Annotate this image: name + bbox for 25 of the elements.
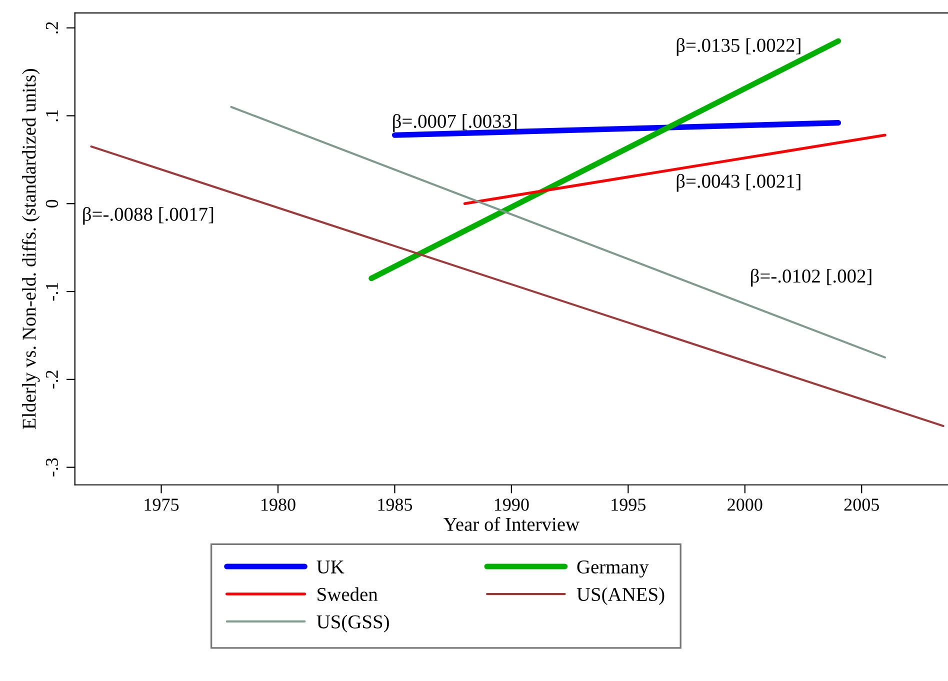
annotation: β=-.0102 [.002] xyxy=(751,268,872,287)
legend-label: UK xyxy=(316,560,344,574)
x-axis-title: Year of Interview xyxy=(444,517,580,531)
x-tick-label: 1980 xyxy=(262,498,296,511)
y-tick-label: .1 xyxy=(46,110,58,122)
x-tick-label: 2000 xyxy=(728,498,762,511)
legend-label: Germany xyxy=(577,560,649,578)
x-tick-label: 1985 xyxy=(378,498,412,511)
y-axis-title: Elderly vs. Non-eld. diffs. (standardized units) xyxy=(22,69,40,430)
y-tick-label: -.1 xyxy=(46,282,58,301)
legend-label: Sweden xyxy=(318,587,378,601)
annotation: β=-.0088 [.0017] xyxy=(83,206,214,225)
x-tick-label: 2005 xyxy=(844,498,879,511)
legend-label: US(ANES) xyxy=(576,587,664,605)
y-tick-label: -.2 xyxy=(46,370,58,389)
x-tick-label: 1975 xyxy=(144,498,179,511)
annotation: β=.0135 [.0022] xyxy=(676,38,800,56)
x-tick-label: 1990 xyxy=(494,498,529,511)
y-tick-label: -.3 xyxy=(46,458,58,476)
annotation: β=.0007 [.0033] xyxy=(393,114,517,132)
annotation: β=.0043 [.0021] xyxy=(676,174,800,192)
y-tick-label: .2 xyxy=(46,22,58,34)
x-tick-label: 1995 xyxy=(612,498,646,511)
y-tick-label: 0 xyxy=(46,200,58,208)
legend-label: US(GSS) xyxy=(316,614,389,632)
